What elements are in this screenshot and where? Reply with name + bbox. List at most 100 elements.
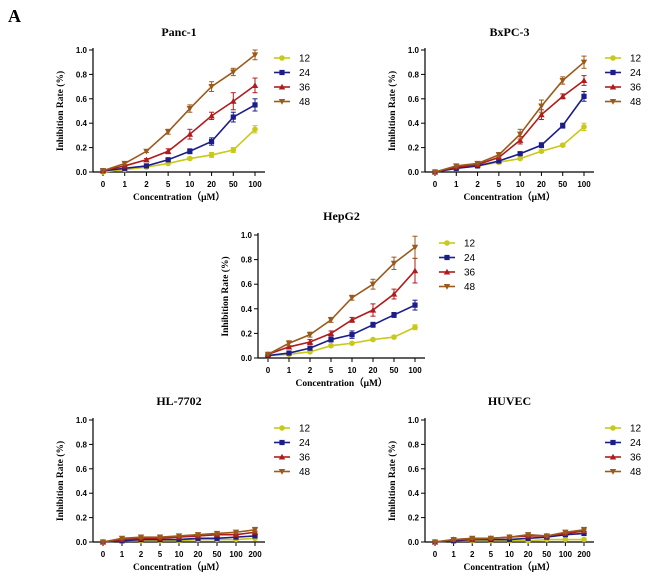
data-point	[264, 351, 272, 358]
data-point	[431, 539, 439, 546]
data-point	[251, 527, 259, 533]
y-tick-label: 1.0	[241, 231, 253, 240]
data-point	[450, 537, 457, 543]
series-36	[264, 257, 419, 357]
y-axis-label: Inhibition Rate (%)	[55, 441, 66, 521]
data-point	[208, 112, 215, 119]
legend-label: 36	[630, 83, 642, 94]
x-tick-label: 100	[408, 366, 422, 375]
chart-title: HUVEC	[488, 394, 531, 408]
legend-entry-48: 48	[274, 97, 311, 108]
data-point	[208, 84, 215, 90]
y-tick-label: 0.8	[408, 70, 420, 79]
series-line-12	[102, 128, 256, 173]
legend-marker	[279, 69, 285, 76]
series-line-36	[434, 79, 585, 173]
data-point	[230, 98, 237, 104]
data-point	[516, 137, 524, 143]
legend-label: 36	[299, 453, 311, 464]
legend-entry-36: 36	[274, 83, 311, 94]
series-line-36	[267, 270, 416, 356]
data-point	[137, 534, 145, 541]
y-tick-label: 0.6	[76, 95, 88, 104]
series-line-36	[102, 84, 256, 172]
legend-marker	[278, 468, 286, 475]
data-point	[559, 77, 566, 84]
data-point	[390, 260, 398, 267]
y-tick-label: 0.4	[76, 489, 88, 498]
data-point	[143, 163, 150, 169]
data-point	[370, 322, 376, 328]
data-point	[252, 533, 258, 539]
data-point	[581, 124, 587, 130]
legend-entry-36: 36	[605, 83, 642, 94]
data-point	[411, 244, 419, 251]
legend-entry-12: 12	[274, 424, 311, 435]
x-tick-label: 50	[542, 550, 551, 559]
data-point	[208, 152, 215, 158]
legend-entry-36: 36	[274, 453, 311, 464]
y-tick-label: 0.0	[408, 168, 420, 177]
data-point	[187, 155, 193, 162]
x-tick-label: 50	[213, 550, 222, 559]
y-tick-label: 0.4	[241, 305, 253, 314]
legend-marker	[610, 69, 616, 76]
data-point	[327, 330, 335, 336]
x-tick-label: 50	[558, 180, 567, 189]
legend-label: 24	[630, 438, 642, 449]
x-tick-label: 2	[470, 550, 475, 559]
x-tick-label: 1	[120, 550, 125, 559]
data-point	[538, 103, 545, 110]
data-point	[538, 142, 545, 148]
x-tick-label: 5	[166, 180, 171, 189]
legend-entry-12: 12	[605, 424, 642, 435]
data-point	[506, 534, 513, 541]
data-point	[118, 535, 126, 542]
legend-label: 12	[630, 54, 642, 65]
legend-marker	[610, 55, 616, 61]
legend-label: 24	[299, 68, 311, 79]
series-36	[99, 77, 259, 174]
x-tick-label: 20	[194, 550, 203, 559]
figure-panel-letter: A	[8, 6, 21, 26]
data-point	[306, 338, 314, 345]
x-tick-label: 100	[248, 180, 262, 189]
data-point	[581, 93, 587, 99]
legend-entry-48: 48	[439, 282, 476, 293]
x-tick-label: 0	[433, 180, 438, 189]
data-point	[562, 529, 569, 536]
data-point	[453, 163, 460, 170]
x-tick-label: 10	[175, 550, 184, 559]
data-point	[580, 59, 588, 66]
legend-label: 48	[630, 467, 642, 478]
x-tick-label: 5	[497, 180, 502, 189]
data-point	[328, 336, 334, 343]
data-point	[390, 290, 398, 297]
x-tick-label: 20	[537, 180, 546, 189]
data-point	[164, 148, 172, 154]
legend-marker	[278, 83, 286, 90]
data-point	[143, 148, 150, 155]
data-point	[349, 332, 355, 338]
legend-entry-48: 48	[605, 97, 642, 108]
y-tick-label: 0.6	[241, 280, 253, 289]
data-point	[496, 158, 502, 164]
y-tick-label: 0.0	[76, 168, 88, 177]
data-point	[121, 160, 128, 167]
x-tick-label: 10	[505, 550, 514, 559]
data-point	[208, 138, 215, 145]
x-tick-label: 1	[451, 550, 456, 559]
legend-label: 12	[630, 424, 642, 435]
legend-entry-48: 48	[274, 467, 311, 478]
chart-title: BxPC-3	[490, 25, 530, 39]
x-tick-label: 1	[122, 180, 127, 189]
data-point	[517, 155, 523, 162]
data-point	[562, 536, 569, 543]
y-tick-label: 0.4	[408, 119, 420, 128]
x-tick-label: 10	[185, 180, 194, 189]
data-point	[251, 52, 259, 59]
data-point	[251, 82, 259, 88]
legend-entry-24: 24	[274, 68, 311, 79]
